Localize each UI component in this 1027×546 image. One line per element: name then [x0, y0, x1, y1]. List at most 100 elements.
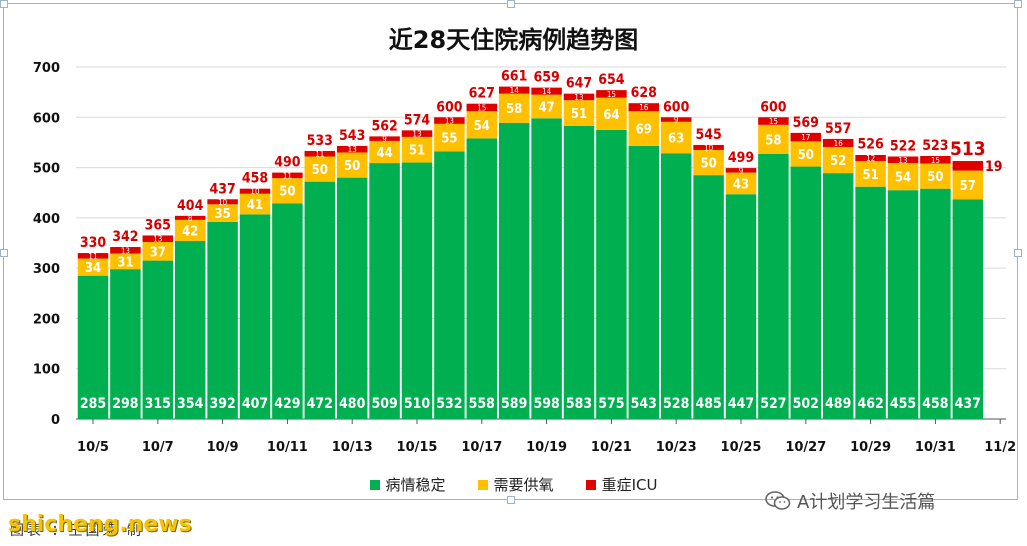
- data-label-oxygen: 51: [409, 144, 425, 159]
- bar-stable: [272, 203, 303, 419]
- data-label-oxygen: 51: [862, 168, 878, 183]
- data-label-icu: 16: [834, 139, 844, 148]
- x-tick-label: 10/15: [397, 440, 438, 455]
- data-label-total: 562: [371, 118, 397, 134]
- data-label-stable: 472: [307, 396, 333, 412]
- bar-icu: [110, 247, 141, 254]
- data-label-stable: 527: [760, 396, 786, 412]
- bar-oxygen: [855, 161, 886, 187]
- data-label-icu: 15: [477, 103, 486, 112]
- data-label-stable: 429: [274, 396, 300, 412]
- bar-stable: [466, 138, 498, 420]
- data-label-icu: 15: [931, 156, 940, 165]
- bar-stable: [207, 221, 238, 419]
- legend-item: 需要供氧: [477, 474, 554, 495]
- data-label-oxygen: 50: [344, 159, 360, 174]
- data-label-total: 523: [922, 138, 948, 154]
- bar-stable: [822, 173, 854, 419]
- data-label-icu: 15: [607, 90, 616, 99]
- data-label-icu: 16: [639, 103, 649, 112]
- bar-oxygen: [272, 178, 303, 204]
- data-label-total: 574: [404, 112, 431, 128]
- data-label-icu: 13: [445, 117, 454, 126]
- data-label-total: 654: [598, 72, 625, 88]
- data-label-total: 545: [695, 127, 721, 143]
- legend-label: 重症ICU: [601, 476, 658, 494]
- bar-stable: [174, 240, 206, 419]
- data-label-stable: 447: [728, 396, 754, 412]
- data-label-stable: 437: [955, 396, 981, 412]
- bar-oxygen: [952, 170, 984, 200]
- data-label-oxygen: 44: [376, 146, 392, 161]
- data-label-icu: 10: [704, 143, 714, 152]
- data-label-total: 526: [857, 136, 884, 152]
- data-label-stable: 455: [890, 396, 916, 412]
- data-label-total: 490: [274, 155, 301, 171]
- data-label-oxygen: 34: [85, 261, 101, 276]
- y-tick-label: 0: [51, 413, 60, 428]
- bar-stable: [952, 199, 984, 419]
- data-label-icu: 10: [218, 198, 228, 207]
- bar-stable: [369, 163, 400, 419]
- data-label-oxygen: 41: [247, 198, 263, 213]
- resize-handle-bottom[interactable]: [507, 496, 515, 504]
- data-label-oxygen: 43: [733, 177, 749, 192]
- x-tick-label: 10/19: [526, 440, 567, 455]
- chart-legend: 病情稳定 需要供氧 重症ICU: [0, 474, 1027, 495]
- resize-handle-top-right[interactable]: [1014, 0, 1022, 8]
- resize-handle-top[interactable]: [507, 0, 515, 8]
- x-tick-label: 10/7: [142, 440, 174, 455]
- bar-stable: [758, 153, 789, 419]
- resize-handle-top-left[interactable]: [0, 0, 8, 8]
- data-label-oxygen: 57: [960, 179, 976, 194]
- bar-oxygen: [142, 241, 174, 261]
- data-label-icu: 13: [898, 156, 907, 165]
- x-tick-label: 10/31: [915, 440, 956, 455]
- bar-oxygen: [920, 163, 951, 189]
- data-label-total: 458: [242, 171, 268, 187]
- data-label-stable: 480: [339, 396, 366, 412]
- bar-stable: [336, 177, 368, 419]
- data-label-stable: 543: [631, 396, 657, 412]
- bar-icu: [790, 132, 822, 142]
- bar-oxygen: [239, 193, 271, 215]
- data-label-stable: 285: [80, 396, 106, 412]
- x-tick-label: 10/13: [332, 440, 373, 455]
- resize-handle-right[interactable]: [1014, 249, 1022, 257]
- data-label-stable: 354: [177, 396, 204, 412]
- data-label-oxygen: 55: [441, 132, 457, 147]
- data-label-stable: 298: [112, 396, 138, 412]
- bar-oxygen: [401, 136, 433, 163]
- bar-icu: [660, 117, 692, 122]
- bar-stable: [660, 153, 692, 419]
- data-label-icu: 9: [739, 166, 744, 175]
- data-label-total: 600: [663, 99, 690, 115]
- data-label-stable: 462: [857, 396, 883, 412]
- x-tick-label: 10/27: [785, 440, 826, 455]
- data-label-oxygen: 69: [636, 123, 652, 138]
- data-label-oxygen: 35: [214, 207, 230, 222]
- data-label-icu: 11: [315, 150, 324, 159]
- data-label-stable: 575: [598, 396, 624, 412]
- bar-oxygen: [725, 172, 757, 195]
- data-label-icu: 9: [674, 116, 679, 125]
- data-label-total: 569: [793, 115, 819, 131]
- bar-oxygen: [466, 111, 498, 139]
- data-label-icu: 10: [250, 187, 260, 196]
- data-label-oxygen: 37: [150, 245, 166, 260]
- bar-icu: [77, 253, 109, 259]
- data-label-oxygen: 58: [506, 102, 522, 117]
- bar-icu: [725, 168, 757, 173]
- data-label-stable: 502: [793, 396, 819, 412]
- bar-oxygen: [596, 97, 627, 130]
- data-label-icu: 17: [801, 133, 810, 142]
- bar-icu: [822, 138, 854, 147]
- data-label-icu: 11: [283, 171, 292, 180]
- bar-oxygen: [628, 111, 660, 146]
- bar-stable: [498, 122, 530, 420]
- bar-oxygen: [563, 100, 595, 126]
- bar-icu: [272, 172, 303, 179]
- legend-label: 需要供氧: [493, 476, 554, 494]
- resize-handle-left[interactable]: [0, 249, 8, 257]
